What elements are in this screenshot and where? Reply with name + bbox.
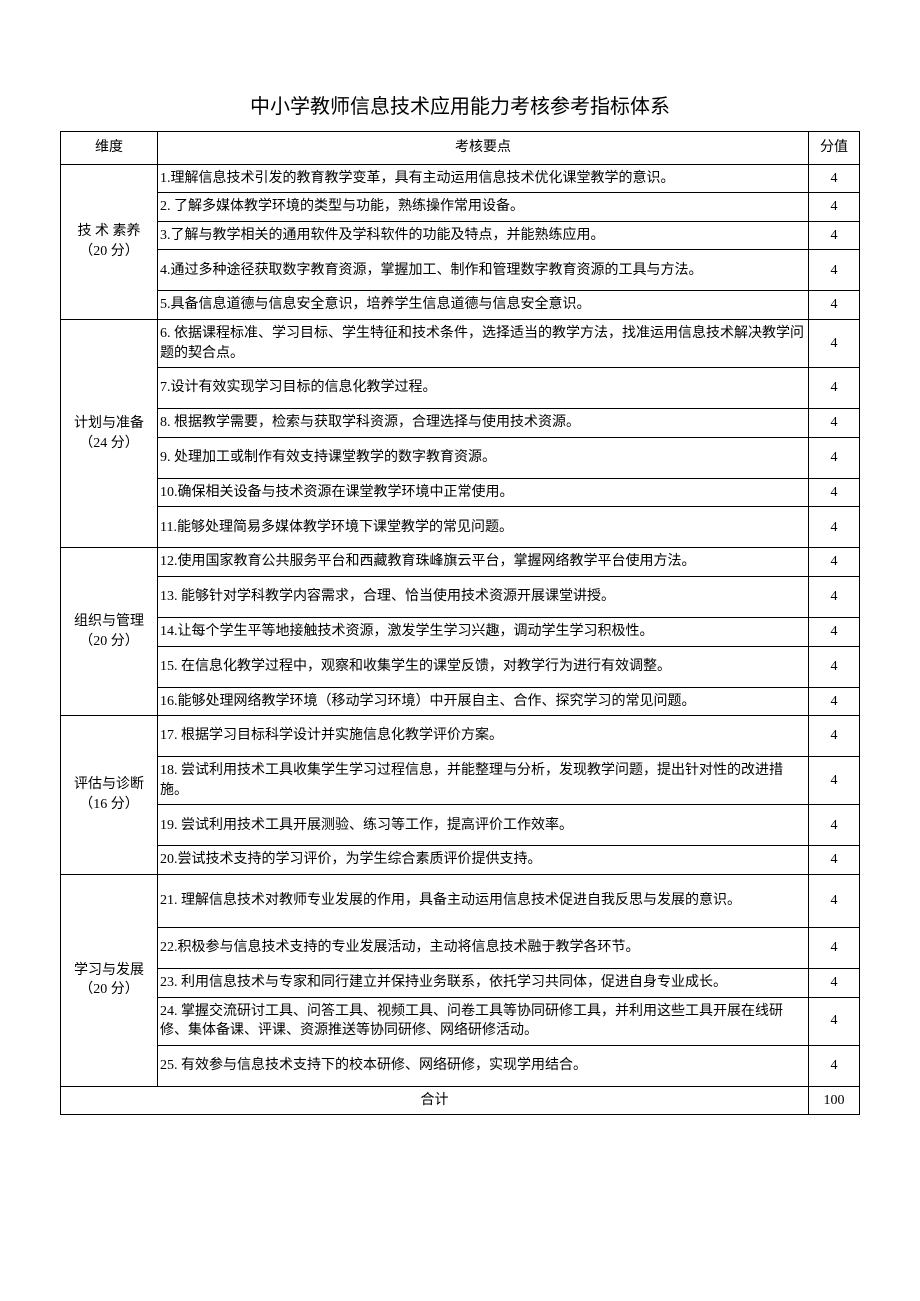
criteria-cell: 2. 了解多媒体教学环境的类型与功能，熟练操作常用设备。 (158, 193, 809, 222)
criteria-cell: 11.能够处理简易多媒体教学环境下课堂教学的常见问题。 (158, 507, 809, 548)
criteria-cell: 22.积极参与信息技术支持的专业发展活动，主动将信息技术融于教学各环节。 (158, 927, 809, 968)
score-cell: 4 (809, 757, 860, 805)
table-row: 16.能够处理网络教学环境（移动学习环境）中开展自主、合作、探究学习的常见问题。… (61, 687, 860, 716)
table-row: 15. 在信息化教学过程中，观察和收集学生的课堂反馈，对教学行为进行有效调整。 … (61, 646, 860, 687)
dimension-name: 组织与管理 (74, 614, 144, 629)
assessment-table: 维度 考核要点 分值 技 术 素养 （20 分） 1.理解信息技术引发的教育教学… (60, 131, 860, 1115)
table-row: 技 术 素养 （20 分） 1.理解信息技术引发的教育教学变革，具有主动运用信息… (61, 164, 860, 193)
table-row: 组织与管理 （20 分） 12.使用国家教育公共服务平台和西藏教育珠峰旗云平台，… (61, 548, 860, 577)
table-row: 20.尝试技术支持的学习评价，为学生综合素质评价提供支持。 4 (61, 846, 860, 875)
criteria-cell: 19. 尝试利用技术工具开展测验、练习等工作，提高评价工作效率。 (158, 805, 809, 846)
table-header-row: 维度 考核要点 分值 (61, 132, 860, 165)
score-cell: 4 (809, 805, 860, 846)
table-row: 14.让每个学生平等地接触技术资源，激发学生学习兴趣，调动学生学习积极性。 4 (61, 617, 860, 646)
criteria-cell: 15. 在信息化教学过程中，观察和收集学生的课堂反馈，对教学行为进行有效调整。 (158, 646, 809, 687)
table-footer-row: 合计 100 (61, 1086, 860, 1115)
dimension-points: （20 分） (79, 244, 139, 259)
table-row: 计划与准备 （24 分） 6. 依据课程标准、学习目标、学生特征和技术条件，选择… (61, 319, 860, 367)
criteria-cell: 23. 利用信息技术与专家和同行建立并保持业务联系，依托学习共同体，促进自身专业… (158, 968, 809, 997)
table-row: 18. 尝试利用技术工具收集学生学习过程信息，并能整理与分析，发现教学问题，提出… (61, 757, 860, 805)
table-row: 2. 了解多媒体教学环境的类型与功能，熟练操作常用设备。 4 (61, 193, 860, 222)
criteria-cell: 17. 根据学习目标科学设计并实施信息化教学评价方案。 (158, 716, 809, 757)
score-cell: 4 (809, 874, 860, 927)
score-cell: 4 (809, 687, 860, 716)
table-row: 学习与发展 （20 分） 21. 理解信息技术对教师专业发展的作用，具备主动运用… (61, 874, 860, 927)
score-cell: 4 (809, 1045, 860, 1086)
score-cell: 4 (809, 319, 860, 367)
score-cell: 4 (809, 437, 860, 478)
score-cell: 4 (809, 646, 860, 687)
criteria-cell: 8. 根据教学需要，检索与获取学科资源，合理选择与使用技术资源。 (158, 409, 809, 438)
criteria-cell: 12.使用国家教育公共服务平台和西藏教育珠峰旗云平台，掌握网络教学平台使用方法。 (158, 548, 809, 577)
dimension-points: （20 分） (79, 982, 139, 997)
criteria-cell: 24. 掌握交流研讨工具、问答工具、视频工具、问卷工具等协同研修工具，并利用这些… (158, 997, 809, 1045)
score-cell: 4 (809, 193, 860, 222)
footer-total: 100 (809, 1086, 860, 1115)
score-cell: 4 (809, 507, 860, 548)
criteria-cell: 3.了解与教学相关的通用软件及学科软件的功能及特点，并能熟练应用。 (158, 221, 809, 250)
header-dimension: 维度 (61, 132, 158, 165)
score-cell: 4 (809, 617, 860, 646)
table-row: 24. 掌握交流研讨工具、问答工具、视频工具、问卷工具等协同研修工具，并利用这些… (61, 997, 860, 1045)
score-cell: 4 (809, 927, 860, 968)
criteria-cell: 13. 能够针对学科教学内容需求，合理、恰当使用技术资源开展课堂讲授。 (158, 576, 809, 617)
score-cell: 4 (809, 221, 860, 250)
header-criteria: 考核要点 (158, 132, 809, 165)
table-row: 11.能够处理简易多媒体教学环境下课堂教学的常见问题。 4 (61, 507, 860, 548)
criteria-cell: 16.能够处理网络教学环境（移动学习环境）中开展自主、合作、探究学习的常见问题。 (158, 687, 809, 716)
score-cell: 4 (809, 409, 860, 438)
criteria-cell: 1.理解信息技术引发的教育教学变革，具有主动运用信息技术优化课堂教学的意识。 (158, 164, 809, 193)
criteria-cell: 21. 理解信息技术对教师专业发展的作用，具备主动运用信息技术促进自我反思与发展… (158, 874, 809, 927)
criteria-cell: 4.通过多种途径获取数字教育资源，掌握加工、制作和管理数字教育资源的工具与方法。 (158, 250, 809, 291)
dimension-points: （20 分） (79, 634, 139, 649)
table-row: 23. 利用信息技术与专家和同行建立并保持业务联系，依托学习共同体，促进自身专业… (61, 968, 860, 997)
score-cell: 4 (809, 478, 860, 507)
footer-label: 合计 (61, 1086, 809, 1115)
criteria-cell: 9. 处理加工或制作有效支持课堂教学的数字教育资源。 (158, 437, 809, 478)
criteria-cell: 14.让每个学生平等地接触技术资源，激发学生学习兴趣，调动学生学习积极性。 (158, 617, 809, 646)
table-row: 9. 处理加工或制作有效支持课堂教学的数字教育资源。 4 (61, 437, 860, 478)
criteria-cell: 5.具备信息道德与信息安全意识，培养学生信息道德与信息安全意识。 (158, 291, 809, 320)
score-cell: 4 (809, 716, 860, 757)
criteria-cell: 25. 有效参与信息技术支持下的校本研修、网络研修，实现学用结合。 (158, 1045, 809, 1086)
score-cell: 4 (809, 968, 860, 997)
table-row: 7.设计有效实现学习目标的信息化教学过程。 4 (61, 368, 860, 409)
dimension-points: （16 分） (79, 797, 139, 812)
score-cell: 4 (809, 548, 860, 577)
table-row: 4.通过多种途径获取数字教育资源，掌握加工、制作和管理数字教育资源的工具与方法。… (61, 250, 860, 291)
dimension-cell: 计划与准备 （24 分） (61, 319, 158, 547)
dimension-cell: 评估与诊断 （16 分） (61, 716, 158, 875)
page-title: 中小学教师信息技术应用能力考核参考指标体系 (60, 90, 860, 119)
dimension-cell: 学习与发展 （20 分） (61, 874, 158, 1086)
header-score: 分值 (809, 132, 860, 165)
score-cell: 4 (809, 164, 860, 193)
table-row: 10.确保相关设备与技术资源在课堂教学环境中正常使用。 4 (61, 478, 860, 507)
table-row: 评估与诊断 （16 分） 17. 根据学习目标科学设计并实施信息化教学评价方案。… (61, 716, 860, 757)
score-cell: 4 (809, 997, 860, 1045)
score-cell: 4 (809, 368, 860, 409)
table-row: 19. 尝试利用技术工具开展测验、练习等工作，提高评价工作效率。 4 (61, 805, 860, 846)
table-row: 22.积极参与信息技术支持的专业发展活动，主动将信息技术融于教学各环节。 4 (61, 927, 860, 968)
dimension-name: 学习与发展 (74, 963, 144, 978)
criteria-cell: 18. 尝试利用技术工具收集学生学习过程信息，并能整理与分析，发现教学问题，提出… (158, 757, 809, 805)
dimension-points: （24 分） (79, 436, 139, 451)
table-row: 25. 有效参与信息技术支持下的校本研修、网络研修，实现学用结合。 4 (61, 1045, 860, 1086)
table-row: 13. 能够针对学科教学内容需求，合理、恰当使用技术资源开展课堂讲授。 4 (61, 576, 860, 617)
dimension-cell: 组织与管理 （20 分） (61, 548, 158, 716)
criteria-cell: 20.尝试技术支持的学习评价，为学生综合素质评价提供支持。 (158, 846, 809, 875)
score-cell: 4 (809, 846, 860, 875)
criteria-cell: 6. 依据课程标准、学习目标、学生特征和技术条件，选择适当的教学方法，找准运用信… (158, 319, 809, 367)
score-cell: 4 (809, 250, 860, 291)
dimension-cell: 技 术 素养 （20 分） (61, 164, 158, 319)
score-cell: 4 (809, 291, 860, 320)
dimension-name: 计划与准备 (74, 416, 144, 431)
table-row: 3.了解与教学相关的通用软件及学科软件的功能及特点，并能熟练应用。 4 (61, 221, 860, 250)
score-cell: 4 (809, 576, 860, 617)
dimension-name: 技 术 素养 (78, 224, 141, 239)
criteria-cell: 7.设计有效实现学习目标的信息化教学过程。 (158, 368, 809, 409)
dimension-name: 评估与诊断 (74, 777, 144, 792)
table-row: 5.具备信息道德与信息安全意识，培养学生信息道德与信息安全意识。 4 (61, 291, 860, 320)
criteria-cell: 10.确保相关设备与技术资源在课堂教学环境中正常使用。 (158, 478, 809, 507)
table-row: 8. 根据教学需要，检索与获取学科资源，合理选择与使用技术资源。 4 (61, 409, 860, 438)
